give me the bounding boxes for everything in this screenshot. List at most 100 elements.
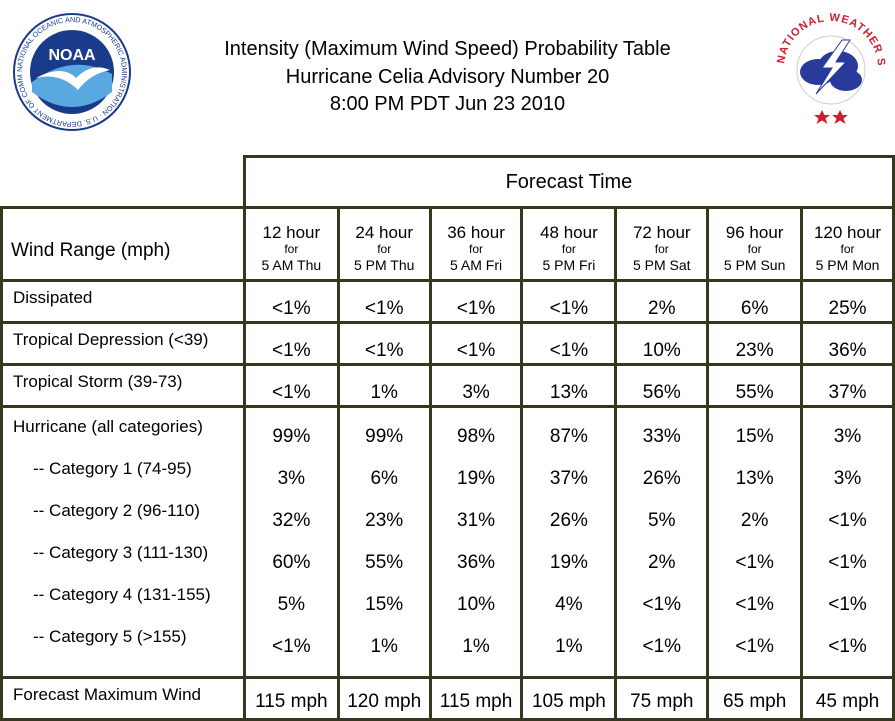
cell-value: 37% (549, 468, 588, 489)
cell-value: <1% (642, 636, 682, 657)
hurricane-column: 33% 26% 5% 2% <1% <1% (614, 405, 710, 679)
blank-corner (2, 157, 245, 208)
category-label: -- Category 2 (96-110) (33, 501, 200, 520)
cell-value: 56% (614, 363, 710, 408)
column-date: 5 AM Fri (449, 256, 503, 273)
cell-value: 3% (277, 468, 306, 489)
cell-value: 60% (272, 552, 311, 573)
probability-table: Forecast Time Wind Range (mph) 12 hour fo… (0, 155, 895, 721)
cell-value: 55% (706, 363, 804, 408)
column-for: for (561, 241, 576, 256)
cell-value: <1% (735, 636, 774, 657)
cell-value: 23% (365, 510, 404, 531)
column-date: 5 AM Thu (261, 256, 322, 273)
column-header: 36 hour for 5 AM Fri (428, 206, 524, 282)
hurricane-label: Hurricane (all categories) (13, 417, 203, 436)
cell-value: 2% (648, 552, 676, 573)
cell-value: 36% (800, 321, 895, 366)
column-for: for (840, 241, 855, 256)
category-label: -- Category 3 (111-130) (33, 543, 209, 562)
cell-value: 98% (457, 426, 496, 447)
cell-value: 6% (706, 279, 804, 324)
cell-value: 55% (365, 552, 404, 573)
column-hour: 72 hour (632, 222, 691, 242)
column-date: 5 PM Fri (542, 256, 596, 273)
column-date: 5 PM Sat (632, 256, 691, 273)
hurricane-column: 3% 3% <1% <1% <1% <1% (800, 405, 895, 679)
cell-value: 5% (277, 594, 306, 615)
cell-value: 15% (735, 426, 774, 447)
column-header: 12 hour for 5 AM Thu (242, 206, 340, 282)
cell-value: 13% (520, 363, 618, 408)
cell-value: 120 mph (336, 676, 432, 721)
cell-value: <1% (242, 279, 340, 324)
cell-value: 4% (555, 594, 583, 615)
category-label: -- Category 1 (74-95) (33, 459, 192, 478)
column-date: 5 PM Sun (723, 256, 786, 273)
row-hurricane: Hurricane (all categories) -- Category 1… (0, 405, 895, 679)
cell-value: 32% (272, 510, 311, 531)
cell-value: 1% (462, 636, 490, 657)
column-for: for (654, 241, 669, 256)
cell-value: 1% (370, 636, 398, 657)
row-tropical-depression: Tropical Depression (<39) <1% <1% <1% <1… (0, 321, 895, 366)
column-hour: 36 hour (447, 222, 505, 242)
cell-value: 99% (365, 426, 404, 447)
noaa-logo-text: NOAA (48, 47, 96, 64)
cell-value: <1% (428, 279, 524, 324)
noaa-logo: NATIONAL OCEANIC AND ATMOSPHERIC ADMINIS… (12, 12, 131, 131)
cell-value: 45 mph (800, 676, 895, 721)
cell-value: <1% (828, 510, 867, 531)
cell-value: 105 mph (520, 676, 618, 721)
cell-value: 10% (614, 321, 710, 366)
cell-value: 75 mph (614, 676, 710, 721)
cell-value: 36% (457, 552, 496, 573)
column-hour: 48 hour (540, 222, 598, 242)
hurricane-column: 87% 37% 26% 19% 4% 1% (520, 405, 618, 679)
cell-value: 99% (272, 426, 311, 447)
hurricane-labels: Hurricane (all categories) -- Category 1… (0, 405, 246, 679)
row-tropical-storm: Tropical Storm (39-73) <1% 1% 3% 13% 56%… (0, 363, 895, 408)
column-hour: 24 hour (355, 222, 414, 242)
cell-value: 26% (642, 468, 681, 489)
cell-value: 15% (365, 594, 404, 615)
cell-value: 3% (428, 363, 524, 408)
cell-value: 10% (457, 594, 496, 615)
cell-value: <1% (828, 636, 867, 657)
cell-value: 2% (740, 510, 769, 531)
cell-value: 87% (549, 426, 588, 447)
cell-value: <1% (828, 552, 867, 573)
cell-value: <1% (428, 321, 524, 366)
cell-value: 65 mph (706, 676, 804, 721)
cell-value: 5% (648, 510, 676, 531)
cell-value: <1% (242, 363, 340, 408)
column-header: 120 hour for 5 PM Mon (800, 206, 895, 282)
column-header: 72 hour for 5 PM Sat (614, 206, 710, 282)
cell-value: 115 mph (242, 676, 340, 721)
category-label: -- Category 5 (>155) (33, 627, 187, 646)
title-line-3: 8:00 PM PDT Jun 23 2010 (329, 93, 566, 115)
cell-value: <1% (336, 279, 432, 324)
cell-value: 26% (549, 510, 588, 531)
column-hour: 12 hour (262, 222, 321, 242)
column-hour: 96 hour (725, 222, 784, 242)
title-line-2: Hurricane Celia Advisory Number 20 (285, 65, 610, 88)
column-hour: 120 hour (813, 222, 882, 242)
cell-value: 6% (370, 468, 398, 489)
hurricane-column: 99% 3% 32% 60% 5% <1% (242, 405, 340, 679)
column-for: for (377, 241, 392, 256)
cell-value: <1% (520, 321, 618, 366)
hurricane-column: 98% 19% 31% 36% 10% 1% (428, 405, 524, 679)
cell-value: 23% (706, 321, 804, 366)
row-label: Tropical Storm (39-73) (0, 363, 246, 408)
nws-logo: NATIONAL WEATHER SERVICE (776, 10, 886, 124)
page-title: Intensity (Maximum Wind Speed) Probabili… (170, 36, 725, 119)
column-header: 96 hour for 5 PM Sun (706, 206, 804, 282)
cell-value: 33% (642, 426, 681, 447)
title-line-1: Intensity (Maximum Wind Speed) Probabili… (224, 38, 671, 60)
cell-value: 19% (457, 468, 496, 489)
hurricane-column: 15% 13% 2% <1% <1% <1% (706, 405, 804, 679)
cell-value: 1% (555, 636, 583, 657)
hurricane-column: 99% 6% 23% 55% 15% 1% (336, 405, 432, 679)
cell-value: <1% (242, 321, 340, 366)
